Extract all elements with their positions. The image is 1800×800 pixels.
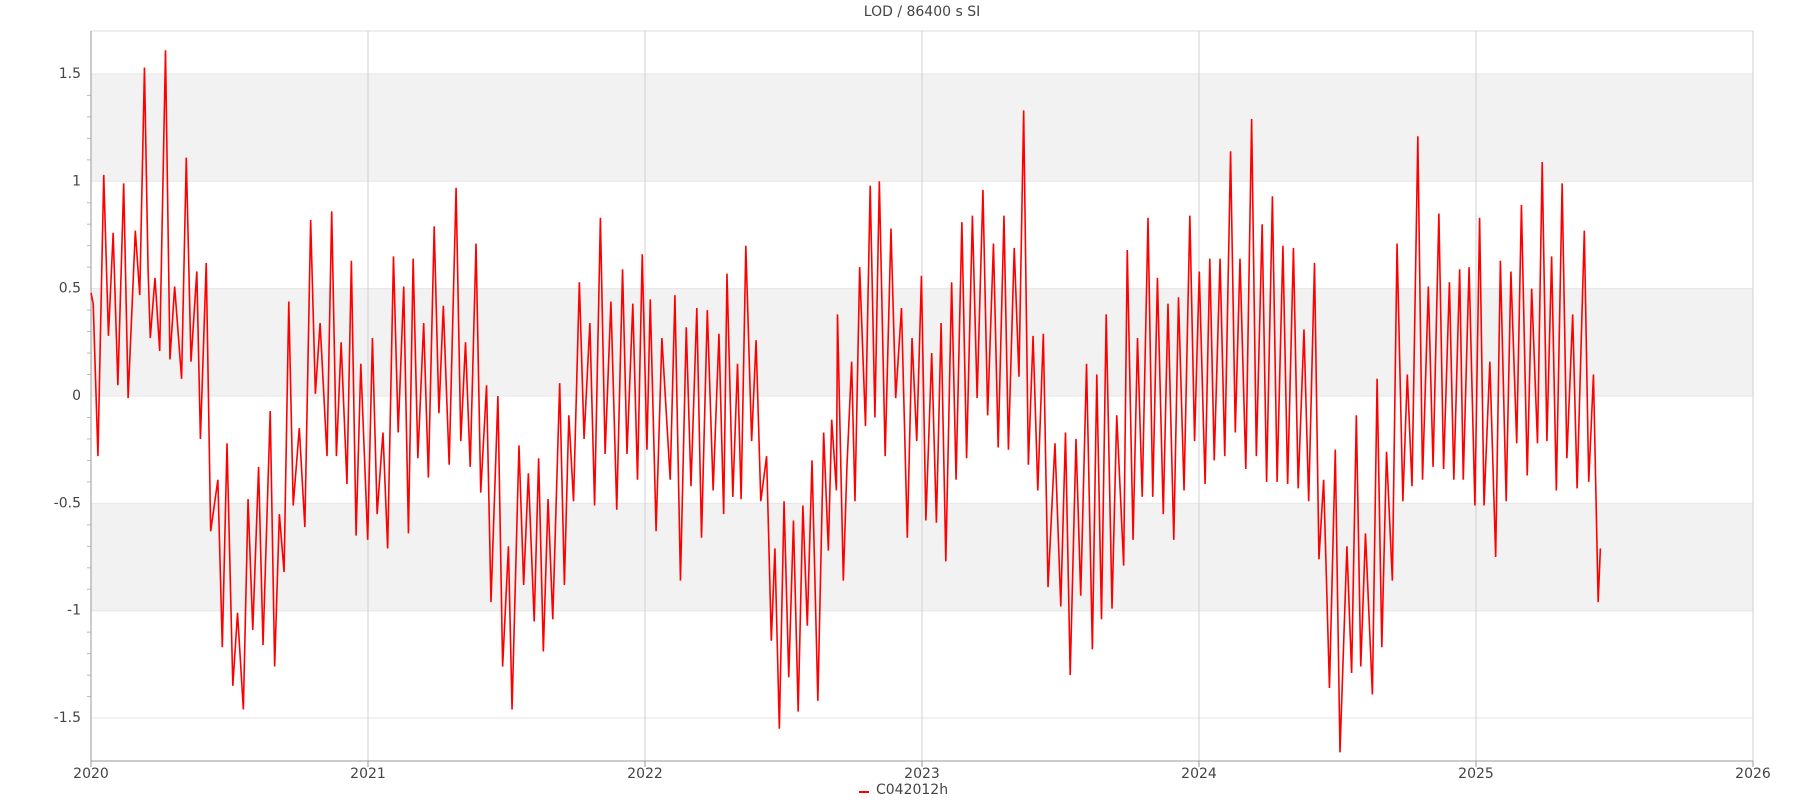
y-tick-label: 1.5	[59, 66, 81, 82]
chart-title: LOD / 86400 s SI	[864, 4, 980, 20]
x-tick-label: 2020	[73, 766, 109, 782]
x-tick-label: 2022	[627, 766, 663, 782]
y-tick-label: -0.5	[54, 495, 81, 511]
y-tick-label: 0	[72, 388, 81, 404]
x-tick-label: 2025	[1458, 766, 1494, 782]
data-line	[90, 50, 1602, 753]
x-tick-label: 2021	[350, 766, 386, 782]
legend-label: C042012h	[876, 782, 948, 798]
y-tick-label: 0.5	[59, 281, 81, 297]
y-tick-label: -1.5	[54, 710, 81, 726]
y-tick-label: 1	[72, 173, 81, 189]
x-tick-label: 2026	[1735, 766, 1771, 782]
x-tick-label: 2023	[904, 766, 940, 782]
y-tick-label: -1	[67, 603, 81, 619]
x-tick-label: 2024	[1181, 766, 1217, 782]
